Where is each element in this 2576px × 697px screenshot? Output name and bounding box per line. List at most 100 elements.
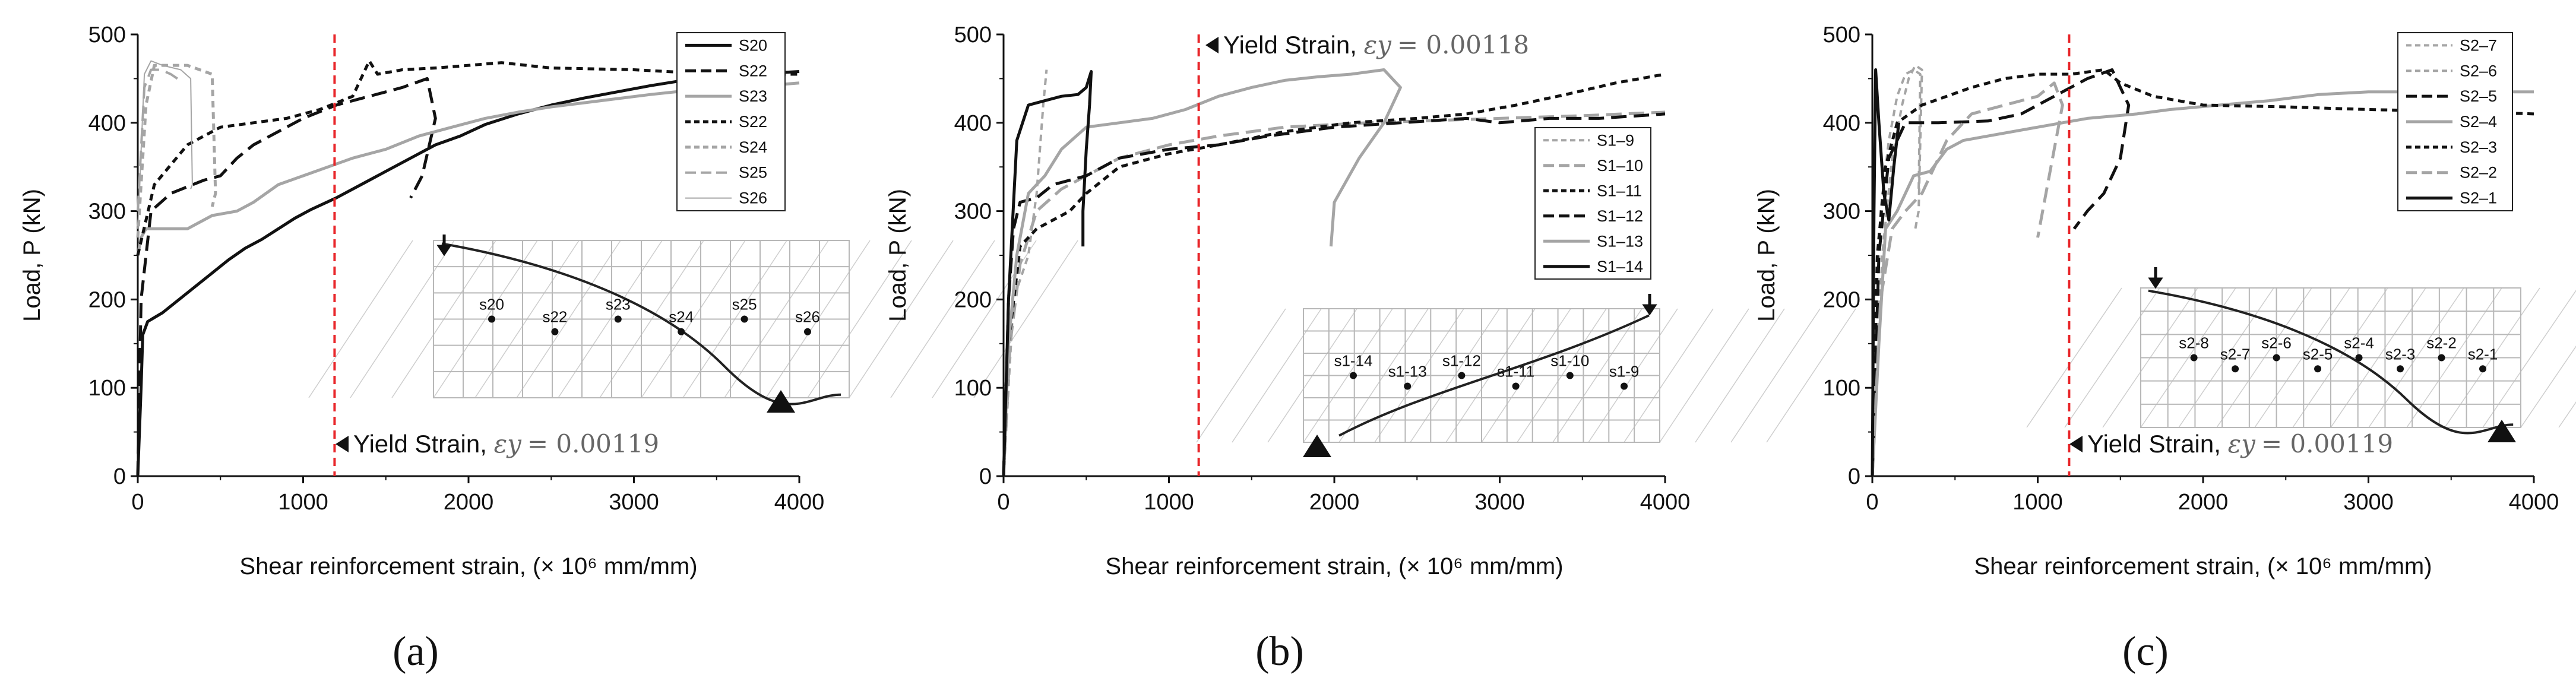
inset-gauge-point xyxy=(678,328,685,335)
inset-diagonal-line xyxy=(890,240,995,398)
inset-gauge-point xyxy=(740,315,748,323)
inset-diagonal-line xyxy=(1552,308,1643,443)
inset-diagonal-line xyxy=(1588,308,1678,443)
inset-gauge-point xyxy=(2232,365,2239,373)
inset-gauge-point xyxy=(1458,372,1466,379)
y-tick-label: 0 xyxy=(1848,464,1860,489)
inset-gauge-label: s1-11 xyxy=(1497,363,1534,381)
inset-diagonal-line xyxy=(599,240,704,398)
inset-diagonal-line xyxy=(807,240,912,398)
inset-crack-line xyxy=(1338,314,1650,437)
inset-diagonal-line xyxy=(973,240,1078,398)
inset-gauge-label: s26 xyxy=(795,308,820,326)
inset-diagonal-line xyxy=(516,240,621,398)
inset-diagonal-line xyxy=(474,240,580,398)
legend-label: S2–2 xyxy=(2460,164,2497,182)
y-tick-label: 300 xyxy=(954,199,992,224)
x-tick-label: 0 xyxy=(997,490,1009,515)
inset-diagonal-line xyxy=(2482,290,2576,428)
x-tick-label: 4000 xyxy=(774,490,825,515)
inset-gauge-label: s2-5 xyxy=(2303,345,2333,363)
y-tick-label: 100 xyxy=(88,376,126,401)
legend-label: S25 xyxy=(739,164,767,182)
panel-label: (b) xyxy=(1255,629,1304,674)
legend-label: S1–12 xyxy=(1597,207,1643,225)
inset-diagonal-line xyxy=(2444,287,2540,428)
y-tick-label: 200 xyxy=(88,287,126,312)
legend-label: S2–7 xyxy=(2460,36,2497,54)
legend-label: S2–4 xyxy=(2460,113,2497,131)
y-tick-label: 200 xyxy=(1823,287,1860,312)
inset-diagonal-line xyxy=(2292,287,2388,428)
inset-diagonal-line xyxy=(849,240,954,398)
series-line-S22 xyxy=(136,77,437,477)
inset-diagonal-line xyxy=(2140,287,2236,428)
inset-diagonal-line xyxy=(433,240,538,398)
inset-gauge-label: s2-7 xyxy=(2220,345,2251,363)
inset-diagonal-line xyxy=(1624,308,1714,443)
inset-diagonal-line xyxy=(1232,308,1322,443)
y-tick-label: 500 xyxy=(88,23,126,47)
inset-specimen-sketch: s1-14 s1-13 s1-12 s1-11 s1-10 s1-9 xyxy=(1196,294,1856,457)
yield-pointer-icon xyxy=(1205,37,1219,53)
yield-strain-label: Yield Strain, εy = 0.00119 xyxy=(2087,429,2393,458)
inset-diagonal-line xyxy=(2064,287,2160,428)
legend-label: S1–13 xyxy=(1597,232,1643,250)
inset-gauge-point xyxy=(488,315,495,323)
inset-diagonal-line xyxy=(2520,346,2576,428)
inset-diagonal-line xyxy=(2330,287,2426,428)
inset-crack-line xyxy=(2148,289,2514,435)
inset-gauge-label: s2-3 xyxy=(2385,345,2416,363)
load-arrow-icon xyxy=(1642,294,1657,316)
inset-gauge-label: s2-6 xyxy=(2261,334,2292,352)
x-tick-label: 4000 xyxy=(2509,490,2559,515)
x-tick-label: 2000 xyxy=(2178,490,2229,515)
x-tick-label: 2000 xyxy=(444,490,494,515)
inset-diagonal-line xyxy=(1730,308,1821,443)
series-line-S24 xyxy=(136,64,217,238)
inset-gauge-label: s1-14 xyxy=(1334,352,1372,370)
series-line-S2–3 xyxy=(1871,68,2534,477)
legend-label: S22 xyxy=(739,62,767,80)
yield-pointer-icon xyxy=(2069,436,2083,452)
yield-value: = 0.00119 xyxy=(2261,429,2393,458)
inset-gauge-label: s22 xyxy=(542,308,567,326)
inset-gauge-label: s1-9 xyxy=(1609,363,1640,381)
series-line-S1–13 xyxy=(1002,68,1402,477)
y-tick-label: 400 xyxy=(954,111,992,136)
x-tick-label: 4000 xyxy=(1640,490,1691,515)
y-axis-label: Load, P (kN) xyxy=(885,189,911,322)
legend-label: S2–1 xyxy=(2460,189,2497,207)
inset-diagonal-line xyxy=(1196,308,1286,443)
support-triangle-icon xyxy=(1303,435,1331,457)
y-tick-label: 100 xyxy=(954,376,992,401)
y-axis-label: Load, P (kN) xyxy=(1754,189,1780,322)
inset-gauge-point xyxy=(1621,382,1628,390)
legend: S20 S22 S23 S22 S24 S25 S26 xyxy=(676,32,786,211)
inset-diagonal-line xyxy=(724,240,829,398)
inset-gauge-point xyxy=(2314,365,2322,373)
inset-diagonal-line xyxy=(1659,308,1749,443)
inset-gauge-point xyxy=(2397,365,2404,373)
legend-label: S1–11 xyxy=(1597,182,1642,199)
yield-symbol: εy xyxy=(494,429,523,458)
inset-diagonal-line xyxy=(391,240,496,398)
inset-diagonal-line xyxy=(2026,287,2122,428)
inset-diagonal-line xyxy=(1517,308,1607,443)
inset-gauge-label: s2-2 xyxy=(2426,334,2457,352)
x-axis-label: Shear reinforcement strain, (× 10⁶ mm/mm… xyxy=(239,553,697,579)
inset-diagonal-line xyxy=(350,240,455,398)
inset-specimen-sketch: s2-8 s2-7 s2-6 s2-5 s2-4 s2-3 s2-2 s2-1 xyxy=(2026,267,2576,442)
inset-diagonal-line xyxy=(682,240,787,398)
inset-gauge-label: s1-13 xyxy=(1388,363,1427,381)
inset-gauge-label: s2-1 xyxy=(2468,345,2498,363)
series-line-S1–14 xyxy=(1002,70,1093,477)
inset-diagonal-line xyxy=(765,240,871,398)
legend-label: S2–6 xyxy=(2460,62,2497,80)
x-axis-label: Shear reinforcement strain, (× 10⁶ mm/mm… xyxy=(1974,553,2432,579)
inset-diagonal-line xyxy=(1766,308,1856,443)
inset-diagonal-line xyxy=(1410,308,1500,443)
inset-gauge-point xyxy=(1404,382,1412,390)
